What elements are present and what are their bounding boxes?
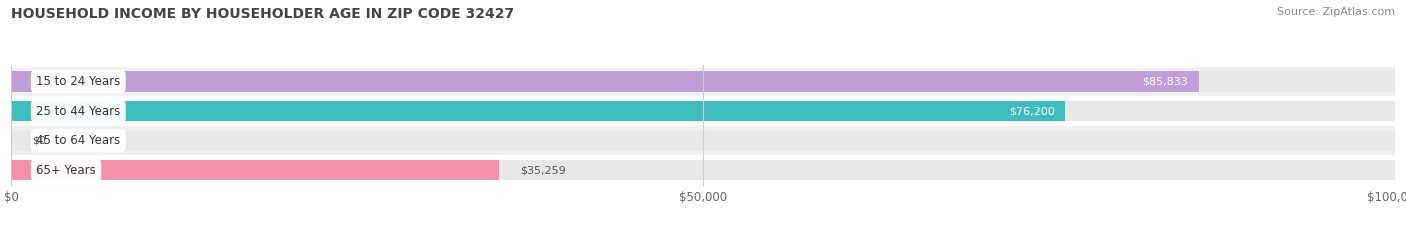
Text: 65+ Years: 65+ Years: [37, 164, 96, 177]
Text: $0: $0: [32, 136, 46, 146]
Text: $85,833: $85,833: [1142, 76, 1188, 86]
Bar: [11, 160, 1395, 180]
Text: 45 to 64 Years: 45 to 64 Years: [37, 134, 121, 147]
Text: $76,200: $76,200: [1008, 106, 1054, 116]
Text: 25 to 44 Years: 25 to 44 Years: [37, 105, 121, 117]
Bar: [11, 101, 1066, 121]
Bar: [11, 160, 499, 180]
Bar: [11, 96, 1395, 126]
Bar: [11, 130, 1395, 151]
Text: HOUSEHOLD INCOME BY HOUSEHOLDER AGE IN ZIP CODE 32427: HOUSEHOLD INCOME BY HOUSEHOLDER AGE IN Z…: [11, 7, 515, 21]
Text: 15 to 24 Years: 15 to 24 Years: [37, 75, 121, 88]
Bar: [11, 101, 1395, 121]
Text: Source: ZipAtlas.com: Source: ZipAtlas.com: [1277, 7, 1395, 17]
Bar: [11, 126, 1395, 155]
Bar: [11, 155, 1395, 185]
Bar: [11, 72, 1199, 92]
Text: $35,259: $35,259: [520, 165, 565, 175]
Bar: [11, 67, 1395, 96]
Bar: [11, 72, 1395, 92]
